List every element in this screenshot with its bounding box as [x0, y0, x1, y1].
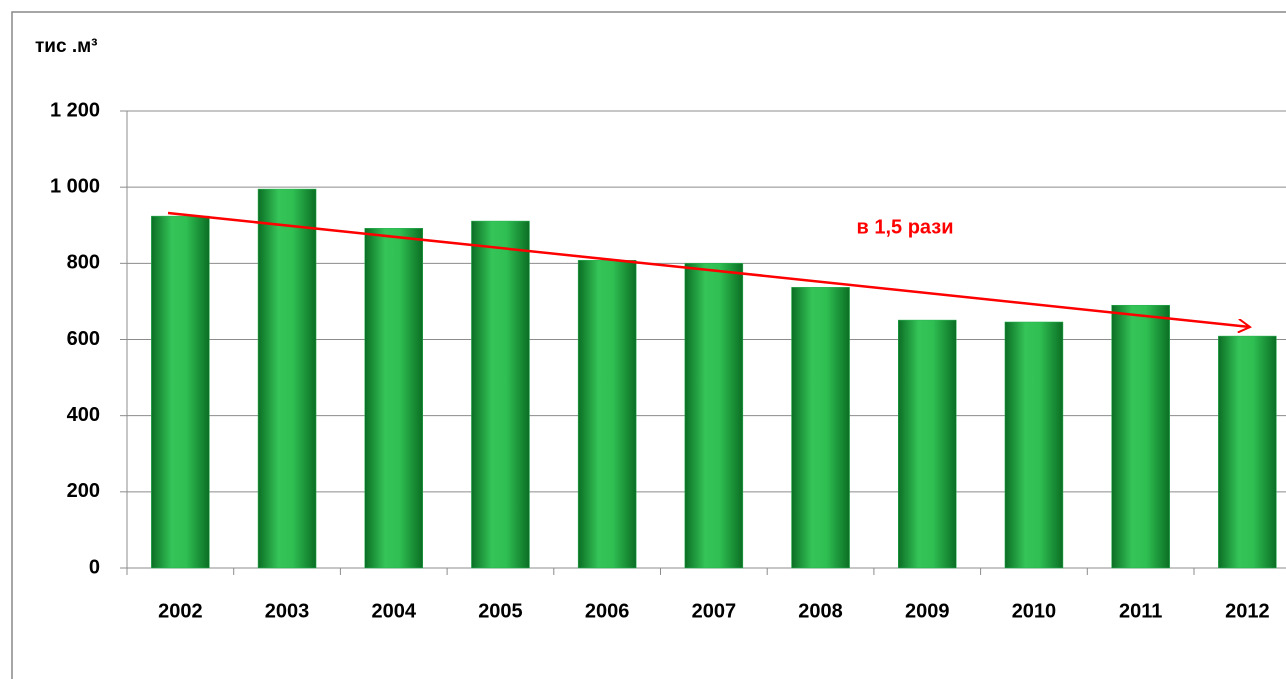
bar	[151, 215, 210, 569]
x-tick-label: 2006	[585, 600, 630, 622]
trend-arrow	[167, 211, 1250, 327]
bar	[1111, 304, 1170, 569]
x-tick-label: 2010	[1012, 600, 1057, 622]
y-tick-label: 800	[67, 252, 100, 274]
bar	[364, 228, 423, 569]
y-axis-label: тис .м³	[35, 36, 98, 57]
x-tick-label: 2007	[692, 600, 737, 622]
bar	[257, 188, 317, 569]
x-tick-label: 2004	[372, 600, 417, 622]
bar	[1004, 321, 1064, 569]
bar	[898, 319, 957, 569]
bar	[471, 220, 530, 569]
bar	[791, 287, 850, 569]
x-tick-label: 2011	[1119, 600, 1162, 622]
y-tick-label: 1 200	[50, 99, 100, 121]
x-tick-label: 2002	[158, 600, 203, 622]
x-tick-label: 2003	[265, 600, 310, 622]
y-tick-label: 0	[89, 556, 100, 578]
y-tick-label: 200	[67, 480, 100, 502]
y-tick-label: 1 000	[50, 175, 100, 197]
bar	[577, 260, 637, 569]
y-tick-label: 400	[67, 404, 100, 426]
x-tick-label: 2012	[1225, 600, 1270, 622]
x-tick-label: 2009	[905, 600, 950, 622]
bar	[684, 263, 744, 569]
x-tick-label: 2008	[798, 600, 843, 622]
x-tick-label: 2005	[478, 600, 523, 622]
y-tick-label: 600	[67, 328, 100, 350]
annotation: в 1,5 рази	[856, 216, 953, 238]
bar	[1218, 335, 1277, 569]
chart-frame	[11, 11, 1286, 679]
